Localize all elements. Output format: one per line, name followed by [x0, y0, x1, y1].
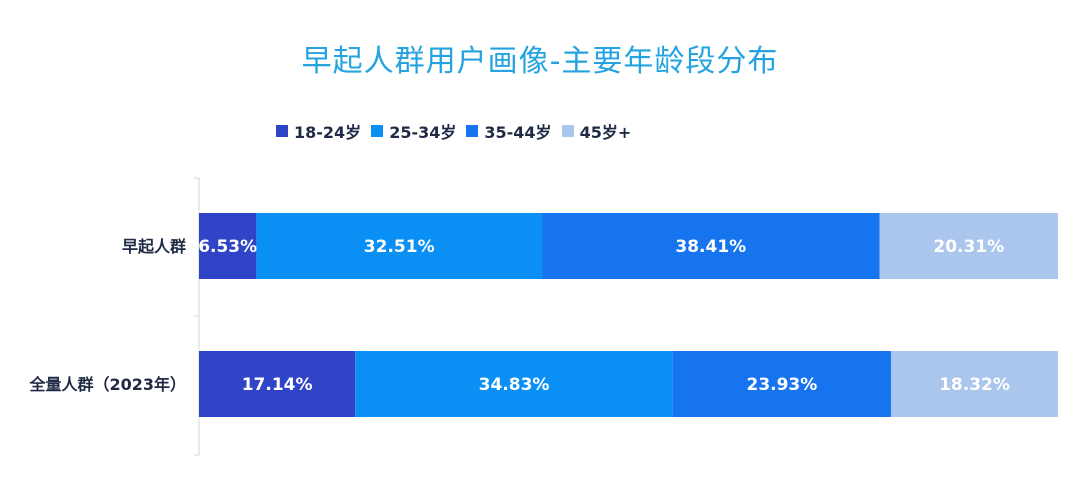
- bar-segment: [199, 351, 356, 417]
- data-label: 34.83%: [479, 375, 550, 395]
- data-label: 23.93%: [746, 375, 817, 395]
- bar-segment: [199, 213, 257, 279]
- legend-swatch: [561, 125, 574, 137]
- legend-swatch: [371, 125, 384, 137]
- data-label: 17.14%: [242, 375, 313, 395]
- legend-item-25-34: 25-34岁: [371, 119, 456, 143]
- legend-swatch: [466, 125, 479, 137]
- legend-swatch: [276, 125, 288, 137]
- bar-segment: [256, 213, 543, 279]
- data-label: 6.53%: [198, 237, 257, 257]
- legend-label: 45岁+: [579, 123, 632, 142]
- legend: 18-24岁 25-34岁 35-44岁 45岁+: [276, 119, 641, 143]
- bar-segment: [542, 213, 880, 279]
- legend-label: 18-24岁: [294, 123, 362, 142]
- bar-segment: [879, 213, 1058, 279]
- category-label: 早起人群: [122, 237, 186, 256]
- bar-segment: [890, 351, 1058, 417]
- chart-title: 早起人群用户画像-主要年龄段分布: [301, 44, 779, 79]
- bar-segment: [355, 351, 673, 417]
- legend-item-35-44: 35-44岁: [466, 119, 552, 143]
- legend-label: 25-34岁: [389, 123, 457, 142]
- legend-item-18-24: 18-24岁: [276, 119, 361, 143]
- data-label: 38.41%: [675, 237, 746, 257]
- legend-label: 35-44岁: [484, 123, 552, 142]
- category-label: 全量人群（2023年）: [28, 375, 186, 394]
- data-label: 20.31%: [933, 237, 1004, 257]
- bar-segment: [672, 351, 891, 417]
- legend-item-45-plus: 45岁+: [561, 119, 632, 143]
- data-label: 18.32%: [939, 375, 1010, 395]
- data-label: 32.51%: [364, 237, 435, 257]
